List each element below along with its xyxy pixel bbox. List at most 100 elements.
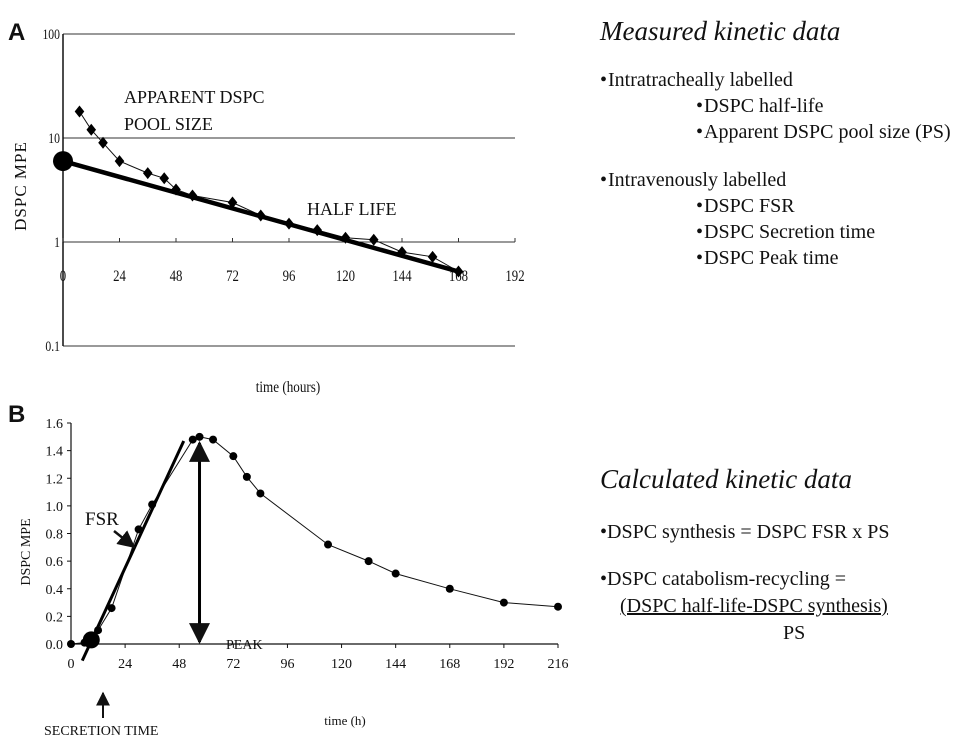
synthesis-text: DSPC synthesis = DSPC FSR x PS — [607, 521, 890, 543]
data-point — [148, 500, 157, 509]
annotation-apparent-pool-size-line2: POOL SIZE — [124, 114, 213, 134]
measured-subitem: •DSPC FSR — [600, 193, 951, 219]
x-tick-label: 144 — [392, 268, 412, 286]
measured-subitem: •DSPC Peak time — [600, 245, 951, 271]
panel-a-x-axis-label: time (hours) — [256, 379, 321, 396]
data-point — [107, 604, 116, 613]
data-point — [256, 489, 265, 498]
calculated-kinetic-data-title: Calculated kinetic data — [600, 464, 852, 494]
data-point — [324, 540, 333, 549]
bullet: • — [696, 247, 704, 269]
measured-item-text: DSPC Peak time — [704, 247, 839, 269]
data-point-diamond — [284, 217, 294, 230]
measured-item-text: Apparent DSPC pool size (PS) — [704, 121, 951, 143]
x-tick-label: 0 — [60, 268, 66, 286]
data-point-diamond — [171, 183, 181, 196]
y-tick-label: 100 — [42, 26, 60, 43]
data-point — [499, 598, 508, 607]
data-point — [67, 640, 75, 648]
y-tick-label: 0.8 — [46, 528, 64, 543]
y-tick-label: 0.2 — [46, 610, 64, 625]
data-point-diamond — [427, 250, 438, 263]
data-point-diamond — [227, 196, 238, 209]
panel-a-axes — [62, 34, 516, 346]
catabolism-denominator: PS — [783, 622, 806, 644]
panel-b-y-axis-label: DSPC MPE — [19, 518, 34, 585]
data-point — [554, 602, 562, 611]
panel-b-tick-labels: 0.0 0.2 0.4 0.6 0.8 1.0 1.2 1.4 1.6 0 24 48 72 96 120 1… — [46, 417, 569, 672]
y-tick-label: 10 — [48, 130, 60, 147]
bullet: • — [696, 221, 704, 243]
y-tick-label: 0.6 — [46, 555, 64, 570]
bullet: • — [696, 95, 704, 117]
x-tick-label: 0 — [68, 657, 75, 672]
data-point-diamond — [312, 224, 323, 237]
pool-size-intercept-dot — [53, 151, 73, 172]
catabolism-numerator: (DSPC half-life-DSPC synthesis) — [620, 595, 888, 617]
data-point-diamond — [142, 167, 153, 180]
data-point-diamond — [255, 209, 266, 222]
series-connecting-line — [70, 436, 559, 645]
measured-kinetic-data-title: Measured kinetic data — [600, 16, 841, 46]
data-point — [229, 452, 238, 461]
y-tick-label: 0.1 — [45, 338, 60, 355]
panel-a-letter: A — [8, 19, 25, 46]
x-tick-label: 96 — [283, 268, 296, 286]
y-tick-label: 0.4 — [46, 583, 64, 598]
annotation-peak: PEAK — [226, 638, 263, 653]
data-point — [134, 525, 143, 534]
data-point-diamond — [453, 265, 464, 278]
data-point-diamond — [86, 123, 97, 136]
panel-a-chart: A 0.1110100024487296120144168192 DSPC MP… — [8, 19, 525, 396]
y-tick-label: 1.6 — [46, 417, 64, 432]
x-tick-label: 48 — [170, 268, 183, 286]
measured-items-list: •Intratracheally labelled •DSPC half-life… — [600, 67, 951, 271]
x-tick-label: 120 — [331, 657, 352, 672]
measured-item-text: Intravenously labelled — [608, 169, 787, 191]
data-point — [364, 557, 373, 566]
data-point — [94, 626, 103, 635]
synthesis-formula: •DSPC synthesis = DSPC FSR x PS — [600, 519, 890, 546]
x-tick-label: 120 — [336, 268, 355, 286]
data-point-diamond — [397, 246, 407, 259]
x-tick-label: 144 — [385, 657, 406, 672]
bullet: • — [600, 169, 608, 191]
y-tick-label: 1.0 — [46, 500, 64, 515]
calculated-kinetic-data: Calculated kinetic data •DSPC synthesis … — [600, 464, 890, 647]
measured-group: •Intratracheally labelled — [600, 67, 951, 93]
bullet: • — [696, 195, 704, 217]
x-tick-label: 216 — [548, 657, 569, 672]
data-point-diamond — [368, 233, 379, 246]
bullet: • — [696, 121, 704, 143]
data-point-diamond — [98, 136, 108, 149]
panel-a-y-axis-label: DSPC MPE — [11, 141, 30, 231]
panel-b-letter: B — [8, 401, 25, 428]
panel-a-gridlines — [63, 33, 515, 347]
x-tick-label: 24 — [118, 657, 132, 672]
bullet: • — [600, 568, 608, 590]
annotation-apparent-pool-size-line1: APPARENT DSPC — [124, 87, 265, 107]
measured-item-text: DSPC FSR — [704, 195, 795, 217]
bullet: • — [600, 521, 608, 543]
data-point — [391, 569, 400, 578]
y-tick-label: 1.2 — [46, 472, 64, 487]
measured-item-text: DSPC Secretion time — [704, 221, 876, 243]
panel-b-x-axis-label: time (h) — [324, 713, 366, 728]
annotation-secretion-time: SECRETION TIME — [44, 724, 158, 738]
fsr-pointer-arrow — [113, 530, 136, 549]
measured-item-text: Intratracheally labelled — [608, 69, 793, 91]
catabolism-formula: •DSPC catabolism-recycling = — [600, 566, 890, 593]
measured-subitem: •DSPC half-life — [600, 93, 951, 119]
catabolism-text: DSPC catabolism-recycling = — [607, 568, 847, 590]
data-point — [242, 472, 251, 481]
annotation-half-life: HALF LIFE — [307, 199, 397, 219]
x-tick-label: 72 — [226, 657, 240, 672]
x-tick-label: 48 — [172, 657, 186, 672]
panel-a-data — [53, 105, 464, 278]
x-tick-label: 96 — [280, 657, 294, 672]
fsr-tangent-line — [80, 440, 186, 662]
data-point — [445, 584, 454, 593]
x-tick-label: 168 — [439, 657, 460, 672]
y-tick-label: 0.0 — [46, 638, 64, 653]
data-point — [209, 435, 218, 444]
